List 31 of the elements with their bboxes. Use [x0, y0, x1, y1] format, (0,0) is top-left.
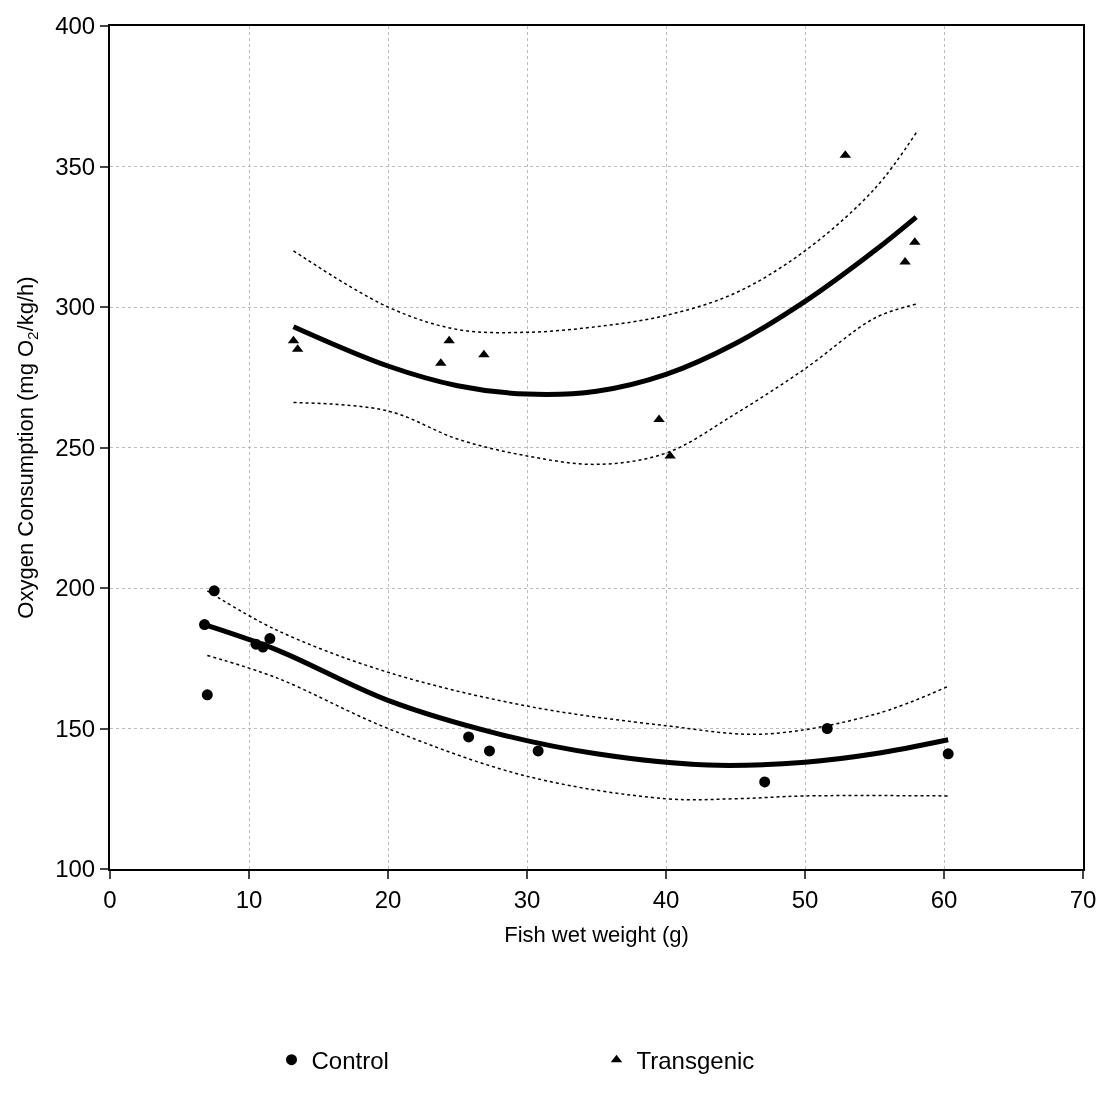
y-tick-label: 100 — [55, 855, 96, 883]
y-tick-label: 200 — [55, 574, 96, 602]
point — [478, 349, 490, 358]
x-tick-label: 70 — [1069, 885, 1097, 913]
point — [759, 776, 771, 788]
point — [443, 335, 455, 344]
y-tick-label: 250 — [55, 433, 96, 461]
line-series — [292, 303, 917, 466]
x-tick-label: 50 — [791, 885, 819, 913]
point — [942, 748, 954, 760]
x-tick-label: 30 — [513, 885, 541, 913]
point — [264, 633, 276, 645]
x-tick-label: 20 — [374, 885, 402, 913]
point — [483, 745, 495, 757]
x-tick-label: 10 — [235, 885, 263, 913]
legend-label: Transgenic — [636, 1047, 755, 1075]
point — [532, 745, 544, 757]
point — [463, 731, 475, 743]
point — [821, 723, 833, 734]
point — [201, 689, 213, 701]
y-tick-label: 150 — [55, 714, 96, 742]
line-series — [292, 132, 917, 334]
x-tick-label: 60 — [930, 885, 958, 913]
legend-label: Control — [311, 1047, 389, 1075]
y-tick-label: 350 — [55, 152, 96, 180]
y-tick-label: 300 — [55, 293, 96, 321]
y-tick-label: 400 — [55, 12, 96, 40]
x-tick-label: 40 — [652, 885, 680, 913]
line-series — [206, 654, 949, 801]
x-tick-label: 0 — [103, 885, 117, 913]
x-axis-title: Fish wet weight (g) — [504, 922, 689, 948]
